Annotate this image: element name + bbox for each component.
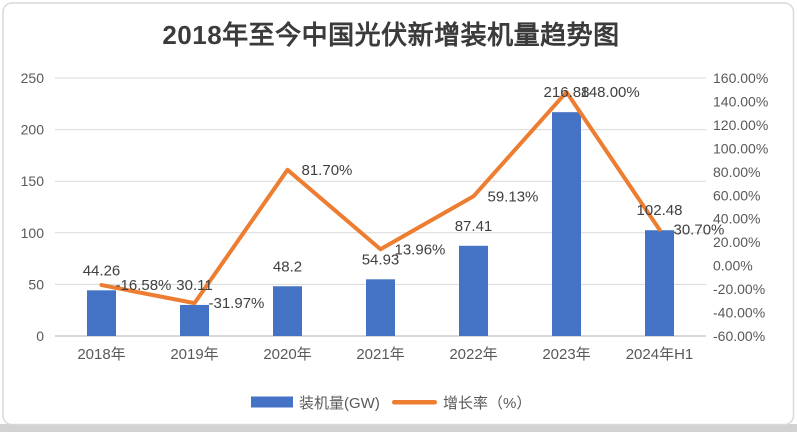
- line-data-label: 148.00%: [581, 84, 640, 101]
- legend-item-installed-capacity[interactable]: 装机量(GW): [251, 395, 380, 412]
- legend-swatch-bar: [251, 396, 293, 408]
- line-data-label: 30.70%: [674, 222, 725, 239]
- legend-item-growth-rate[interactable]: 增长率（%）: [392, 395, 531, 412]
- bar-data-label: 216.88: [544, 84, 590, 101]
- bar-data-label: 87.41: [455, 218, 493, 235]
- bar-installed-capacity[interactable]: [180, 304, 209, 336]
- bar-series-layer: [87, 112, 674, 336]
- x-axis-category-label: 2018年: [77, 346, 125, 363]
- legend-label-growth-rate: 增长率（%）: [443, 395, 531, 412]
- x-axis-category-label: 2019年: [170, 346, 218, 363]
- y-axis-right-tick-label: 20.00%: [713, 234, 760, 250]
- bar-installed-capacity[interactable]: [273, 286, 302, 336]
- bar-installed-capacity[interactable]: [459, 245, 488, 336]
- bar-installed-capacity[interactable]: [552, 112, 581, 336]
- y-axis-right-tick-label: 40.00%: [713, 211, 760, 227]
- line-data-label: -16.58%: [116, 277, 172, 294]
- y-axis-left-tick-label: 50: [28, 276, 44, 292]
- bar-data-label: 30.11: [176, 277, 212, 294]
- line-data-label: 59.13%: [488, 188, 539, 205]
- page-background-edge: [0, 424, 797, 432]
- bar-data-label: 44.26: [83, 262, 121, 279]
- y-axis-right-tick-label: 140.00%: [713, 93, 768, 109]
- x-axis-category-label: 2021年: [356, 346, 404, 363]
- x-axis-category-label: 2024年H1: [626, 346, 694, 363]
- y-axis-right-tick-label: 80.00%: [713, 164, 760, 180]
- y-axis-right-tick-label: 60.00%: [713, 187, 760, 203]
- y-axis-right-tick-label: -20.00%: [713, 281, 765, 297]
- x-axis-category-label: 2023年: [542, 346, 590, 363]
- legend-label-installed-capacity: 装机量(GW): [299, 395, 380, 412]
- x-axis-category-label: 2020年: [263, 346, 311, 363]
- y-axis-right-tick-label: 0.00%: [713, 258, 753, 274]
- legend-swatch-line: [392, 400, 437, 405]
- y-axis-left-tick-label: 100: [21, 225, 45, 241]
- bar-installed-capacity[interactable]: [645, 230, 674, 336]
- y-axis-right-tick-label: -40.00%: [713, 305, 765, 321]
- data-labels-layer: 44.26 30.11 48.2 54.93 87.41 216.88 102.48 -16.…: [83, 84, 725, 312]
- bar-data-label: 48.2: [273, 258, 302, 275]
- line-growth-rate[interactable]: [99, 90, 662, 306]
- line-data-label: 13.96%: [395, 241, 446, 258]
- line-data-label: 81.70%: [302, 162, 353, 179]
- y-axis-left-tick-label: 200: [21, 122, 45, 138]
- chart-title: 2018年至今中国光伏新增装机量趋势图: [162, 20, 619, 50]
- y-axis-right-tick-label: 160.00%: [713, 70, 768, 86]
- y-axis-left-tick-label: 0: [36, 328, 44, 344]
- y-axis-right-tick-label: 120.00%: [713, 117, 768, 133]
- bar-installed-capacity[interactable]: [87, 290, 116, 336]
- axis-labels-layer: 0 50 100 150 200 250 160.00% 140.00% 120.00% 100.…: [21, 70, 769, 363]
- bar-data-label: 54.93: [362, 251, 400, 268]
- bar-data-label: 102.48: [637, 202, 683, 219]
- y-axis-right-tick-label: -60.00%: [713, 328, 765, 344]
- y-axis-left-tick-label: 150: [21, 173, 45, 189]
- y-axis-right-tick-label: 100.00%: [713, 140, 768, 156]
- bar-installed-capacity[interactable]: [366, 279, 395, 336]
- y-axis-left-tick-label: 250: [21, 70, 45, 86]
- line-data-label: -31.97%: [209, 295, 265, 312]
- x-axis-category-label: 2022年: [449, 346, 497, 363]
- legend: 装机量(GW) 增长率（%）: [251, 395, 531, 412]
- line-series-layer: [99, 90, 662, 306]
